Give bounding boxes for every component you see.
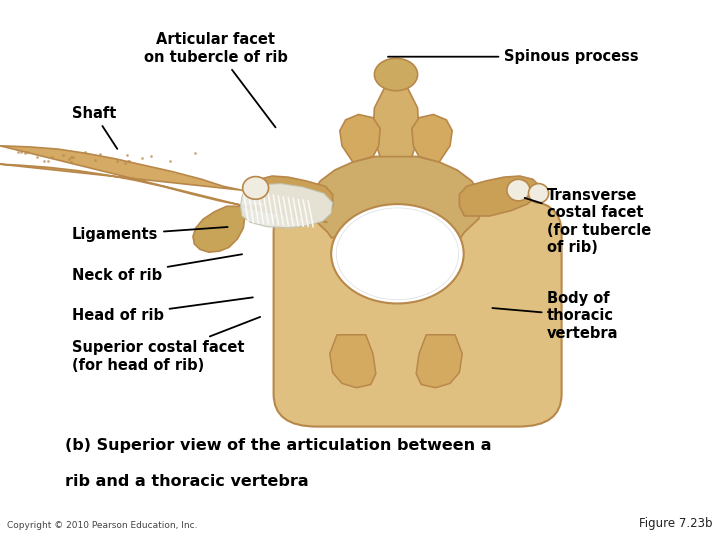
Text: Copyright © 2010 Pearson Education, Inc.: Copyright © 2010 Pearson Education, Inc. <box>7 521 198 530</box>
Ellipse shape <box>507 179 530 201</box>
Text: (b) Superior view of the articulation between a: (b) Superior view of the articulation be… <box>65 438 491 453</box>
Text: Neck of rib: Neck of rib <box>72 254 242 283</box>
Circle shape <box>336 208 459 300</box>
Text: Body of
thoracic
vertebra: Body of thoracic vertebra <box>492 291 618 341</box>
Ellipse shape <box>243 177 269 199</box>
Polygon shape <box>193 206 245 252</box>
Polygon shape <box>340 114 380 162</box>
Text: Ligaments: Ligaments <box>72 227 228 242</box>
Polygon shape <box>459 176 540 216</box>
Text: rib and a thoracic vertebra: rib and a thoracic vertebra <box>65 474 308 489</box>
Ellipse shape <box>528 184 549 203</box>
Text: Transverse
costal facet
(for tubercle
of rib): Transverse costal facet (for tubercle of… <box>525 188 652 255</box>
Polygon shape <box>241 190 328 222</box>
Polygon shape <box>373 77 419 157</box>
Text: Superior costal facet
(for head of rib): Superior costal facet (for head of rib) <box>72 317 260 373</box>
Text: Spinous process: Spinous process <box>388 49 639 64</box>
Circle shape <box>331 204 464 303</box>
Polygon shape <box>412 114 452 162</box>
Text: Articular facet
on tubercle of rib: Articular facet on tubercle of rib <box>144 32 288 127</box>
Text: Head of rib: Head of rib <box>72 298 253 323</box>
Polygon shape <box>252 176 333 216</box>
Polygon shape <box>0 146 241 205</box>
Polygon shape <box>240 184 333 228</box>
Polygon shape <box>330 335 376 388</box>
Circle shape <box>374 58 418 91</box>
Polygon shape <box>310 156 482 238</box>
Polygon shape <box>416 335 462 388</box>
Text: Shaft: Shaft <box>72 106 117 149</box>
FancyBboxPatch shape <box>274 200 562 427</box>
Text: Figure 7.23b: Figure 7.23b <box>639 517 713 530</box>
